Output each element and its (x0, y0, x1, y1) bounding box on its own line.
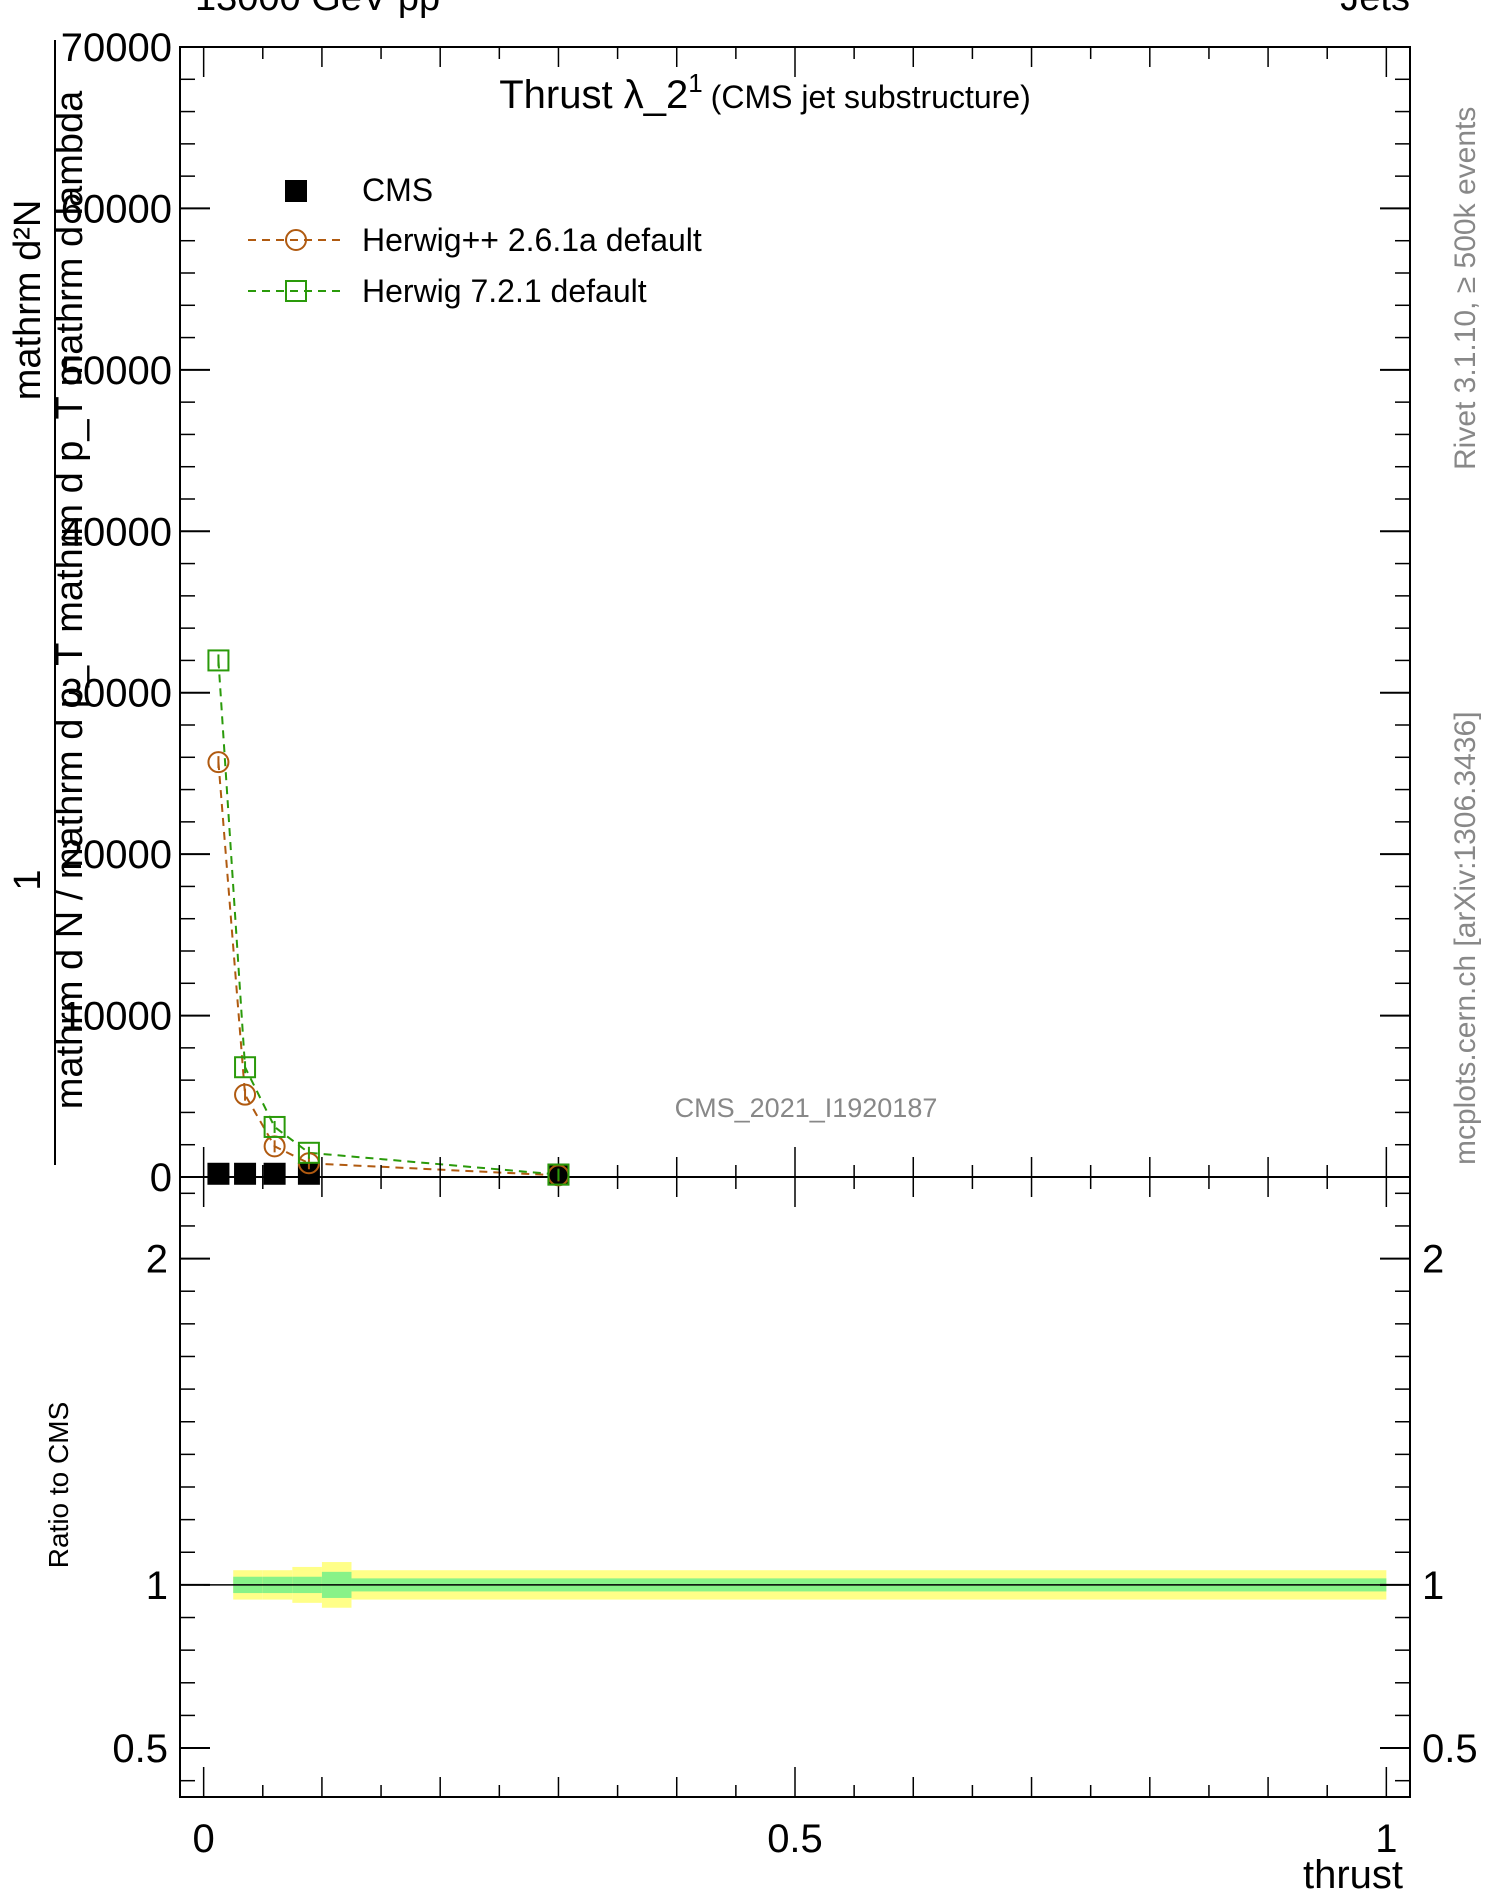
main-y-axis-label: 1 mathrm d²N mathrm d N / mathrm d p_T m… (7, 40, 91, 1165)
analysis-label: CMS_2021_I1920187 (675, 1093, 938, 1123)
header-left-label: 13000 GeV pp (195, 0, 440, 19)
y-tick-label: 50000 (61, 349, 172, 393)
herwigpp-point (234, 1083, 257, 1106)
ratio-axis-ticks: 0.5 0.5 1 1 2 2 0 0.5 1 (112, 1177, 1478, 1861)
main-curves (217, 660, 559, 1177)
x-tick-label: 1 (1375, 1817, 1397, 1861)
header-right-label: Jets (1340, 0, 1410, 19)
ratio-y-tick-label-right: 2 (1422, 1238, 1444, 1282)
plot-title-main: Thrust λ_2 (499, 73, 688, 117)
cms-data-point (263, 1162, 286, 1185)
ratio-y-tick-label: 1 (146, 1564, 168, 1608)
plot-title-sup: 1 (688, 68, 702, 98)
y-tick-label: 30000 (61, 672, 172, 716)
legend-herwigpp-marker (285, 229, 307, 251)
y-tick-label: 20000 (61, 833, 172, 877)
y-tick-label: 40000 (61, 510, 172, 554)
herwig7-point (297, 1141, 320, 1164)
herwig7-point (234, 1056, 257, 1079)
cms-data-point (207, 1162, 230, 1185)
y-label-numerator-d2n: mathrm d²N (7, 200, 49, 401)
ratio-y-tick-label-right: 1 (1422, 1564, 1444, 1608)
y-label-denominator: mathrm d N / mathrm d p_T mathrm d p_T m… (49, 90, 91, 1109)
series-line-2 (217, 660, 559, 1176)
cms-data-point (234, 1162, 257, 1185)
series-line-1 (217, 762, 559, 1177)
rivet-label: Rivet 3.1.10, ≥ 500k events (1449, 107, 1482, 470)
legend-herwig7-marker (285, 280, 307, 302)
y-tick-label: 60000 (61, 187, 172, 231)
y-tick-label: 70000 (61, 26, 172, 70)
mcplots-label: mcplots.cern.ch [arXiv:1306.3436] (1449, 711, 1482, 1165)
herwig7-point (263, 1115, 286, 1138)
y-tick-label: 10000 (61, 995, 172, 1039)
herwig7-point (547, 1163, 570, 1186)
main-plot-frame (179, 46, 1411, 1178)
legend-herwig7-label: Herwig 7.2.1 default (362, 273, 647, 309)
main-axis-ticks: 0 10000 20000 30000 40000 50000 60000 70000 (61, 26, 1410, 1200)
legend-cms-label: CMS (362, 172, 433, 208)
y-label-numerator-one: 1 (7, 869, 49, 890)
x-tick-label: 0.5 (767, 1817, 823, 1861)
ratio-y-tick-label: 2 (146, 1238, 168, 1282)
herwig7-point (207, 649, 230, 672)
plot-title: Thrust λ_21 (CMS jet substructure) (499, 68, 1031, 117)
legend-cms-marker (285, 180, 307, 202)
ratio-y-tick-label: 0.5 (112, 1727, 168, 1771)
x-tick-label: 0 (193, 1817, 215, 1861)
herwigpp-point (207, 751, 230, 774)
legend-herwigpp-label: Herwig++ 2.6.1a default (362, 222, 702, 258)
legend: CMS Herwig++ 2.6.1a default Herwig 7.2.1… (248, 172, 702, 309)
main-markers (207, 649, 570, 1187)
x-axis-label: thrust (1303, 1853, 1403, 1897)
ratio-y-tick-label-right: 0.5 (1422, 1727, 1478, 1771)
y-tick-label: 0 (150, 1156, 172, 1200)
ratio-y-axis-label: Ratio to CMS (43, 1402, 74, 1569)
ratio-plot-frame (179, 1176, 1411, 1798)
plot-subtitle: (CMS jet substructure) (711, 79, 1031, 115)
